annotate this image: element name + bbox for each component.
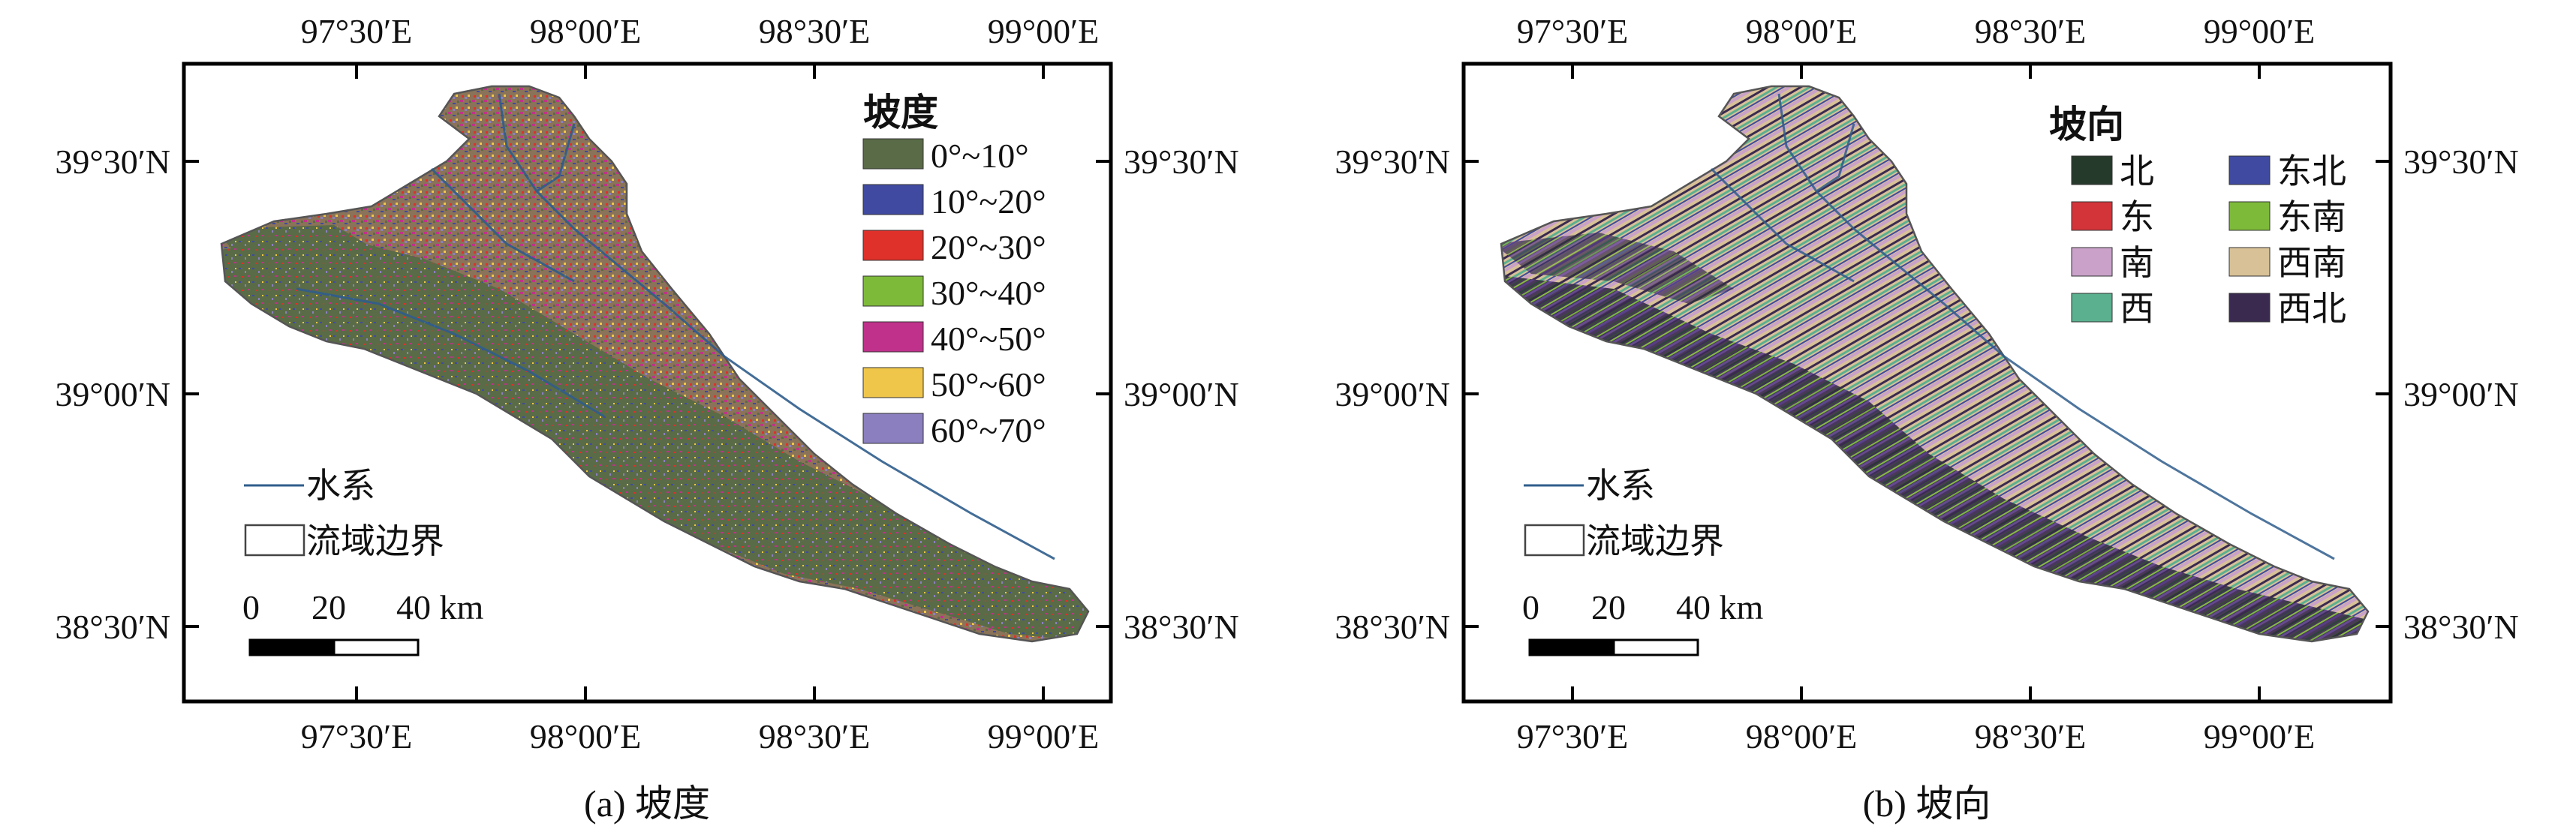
x-tick-label-top: 98°00′E <box>1746 12 1858 50</box>
legend-label: 西南 <box>2277 242 2346 283</box>
legend-swatch <box>2071 293 2113 323</box>
x-tick-label-bottom: 98°30′E <box>1975 717 2087 755</box>
boundary-symbol <box>244 524 305 557</box>
legend-swatch <box>2228 247 2271 277</box>
y-tick-label-right: 39°30′N <box>1124 143 1239 181</box>
y-tick-label-right: 39°00′N <box>2403 375 2519 413</box>
legend-swatch <box>862 230 924 261</box>
scale-bar: 0 20 40 km <box>242 588 484 656</box>
legend-label: 东 <box>2120 197 2154 237</box>
scale-label-0: 0 <box>242 588 260 626</box>
x-tick-label-top: 99°00′E <box>988 12 1100 50</box>
y-tick-label-left: 39°00′N <box>55 375 170 413</box>
river-network <box>296 93 1055 560</box>
scale-label-40: 40 km <box>1676 588 1764 626</box>
y-tick-marks <box>1464 160 2391 628</box>
x-tick-label-bottom: 97°30′E <box>301 717 413 755</box>
panel-b-aspect-map: 97°30′E 98°00′E 98°30′E 99°00′E 97°30′E … <box>1335 12 2518 755</box>
river-network <box>1710 93 2335 560</box>
x-tick-label-bottom: 98°00′E <box>530 717 642 755</box>
legend-swatch <box>2071 201 2113 231</box>
y-tick-label-left: 38°30′N <box>1335 608 1450 646</box>
legend-label: 20°~30° <box>931 228 1046 266</box>
legend-label: 南 <box>2120 242 2154 283</box>
legend-title: 坡度 <box>863 91 938 134</box>
legend-label: 北 <box>2120 151 2154 191</box>
legend-swatch <box>862 413 924 444</box>
y-tick-label-right: 38°30′N <box>1124 608 1239 646</box>
x-tick-label-top: 98°00′E <box>530 12 642 50</box>
legend-title: 坡向 <box>2049 103 2124 146</box>
scale-label-40: 40 km <box>396 588 484 626</box>
panel-a-slope-map: 97°30′E 98°00′E 98°30′E 99°00′E 97°30′E … <box>55 12 1238 755</box>
x-tick-marks-bottom <box>355 686 1045 701</box>
legend-label: 0°~10° <box>931 137 1029 175</box>
y-tick-label-right: 39°00′N <box>1124 375 1239 413</box>
shaded-ridge <box>1501 274 2364 641</box>
y-tick-label-left: 39°30′N <box>1335 143 1450 181</box>
x-tick-label-top: 97°30′E <box>1517 12 1629 50</box>
legend-swatch <box>2228 201 2271 231</box>
y-tick-label-left: 39°30′N <box>55 143 170 181</box>
legend-swatch <box>862 138 924 170</box>
river-label: 水系 <box>306 465 375 506</box>
boundary-label: 流域边界 <box>306 521 444 561</box>
x-tick-marks-bottom <box>1571 686 2261 701</box>
legend-label: 西 <box>2120 288 2154 329</box>
caption-a: (a) 坡度 <box>584 782 710 824</box>
legend-swatch <box>862 321 924 353</box>
legend-label: 40°~50° <box>931 320 1046 358</box>
valley-flat-zone <box>221 225 379 266</box>
legend-swatch <box>862 367 924 398</box>
valley-flat-zone <box>221 236 1088 641</box>
scale-label-0: 0 <box>1522 588 1539 626</box>
x-tick-label-bottom: 99°00′E <box>988 717 1100 755</box>
legend-label: 50°~60° <box>931 365 1046 404</box>
feature-legend: 水系 流域边界 <box>1524 465 1724 561</box>
shaded-ridge <box>1501 233 1734 304</box>
scale-bar: 0 20 40 km <box>1522 588 1764 656</box>
legend-swatch <box>2228 293 2271 323</box>
boundary-symbol <box>1524 524 1585 557</box>
x-tick-label-bottom: 99°00′E <box>2204 717 2316 755</box>
river-label: 水系 <box>1586 465 1655 506</box>
x-tick-label-bottom: 98°30′E <box>759 717 871 755</box>
x-tick-marks-top <box>355 64 1045 79</box>
x-tick-label-top: 98°30′E <box>759 12 871 50</box>
legend-label: 东北 <box>2277 151 2346 191</box>
legend-label: 10°~20° <box>931 182 1046 221</box>
legend-label: 西北 <box>2277 288 2346 329</box>
legend-swatch <box>2071 155 2113 185</box>
x-tick-label-bottom: 98°00′E <box>1746 717 1858 755</box>
legend-swatch <box>862 184 924 215</box>
legend-swatch <box>2228 155 2271 185</box>
y-tick-label-left: 39°00′N <box>1335 375 1450 413</box>
x-tick-label-top: 97°30′E <box>301 12 413 50</box>
y-tick-label-right: 38°30′N <box>2403 608 2519 646</box>
legend-swatch <box>2071 247 2113 277</box>
x-tick-label-bottom: 97°30′E <box>1517 717 1629 755</box>
legend-label: 30°~40° <box>931 274 1046 312</box>
caption-b: (b) 坡向 <box>1863 782 1991 824</box>
legend-label: 60°~70° <box>931 411 1046 449</box>
scale-label-20: 20 <box>1591 588 1626 626</box>
feature-legend: 水系 流域边界 <box>244 465 444 561</box>
x-tick-label-top: 99°00′E <box>2204 12 2316 50</box>
scale-label-20: 20 <box>311 588 346 626</box>
y-tick-label-left: 38°30′N <box>55 608 170 646</box>
legend-swatch <box>862 275 924 307</box>
x-tick-label-top: 98°30′E <box>1975 12 2087 50</box>
y-tick-label-right: 39°30′N <box>2403 143 2519 181</box>
x-tick-marks-top <box>1571 64 2261 79</box>
y-tick-marks <box>184 160 1111 628</box>
legend-label: 东南 <box>2277 197 2346 237</box>
slope-legend: 坡度 0°~10° 10°~20° 20°~30° 30°~40° 40°~50° 50°… <box>862 91 1046 449</box>
boundary-label: 流域边界 <box>1586 521 1724 561</box>
